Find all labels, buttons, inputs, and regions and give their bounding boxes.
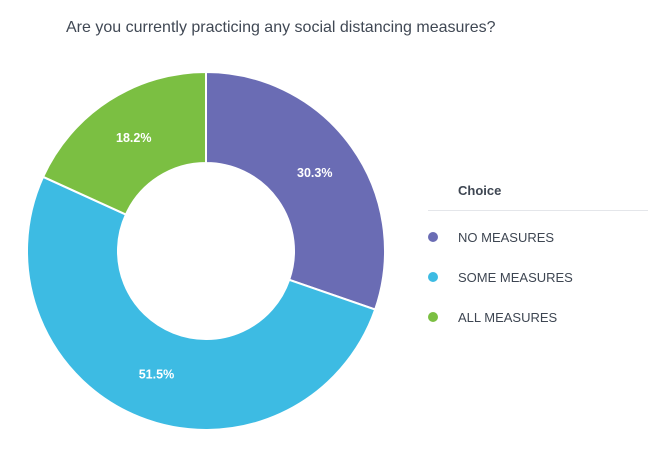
chart-title: Are you currently practicing any social … <box>66 19 496 36</box>
legend-title: Choice <box>458 183 502 198</box>
legend-label-some-measures: SOME MEASURES <box>458 269 573 285</box>
legend-dot-all-measures <box>428 312 438 322</box>
legend-dot-no-measures <box>428 232 438 242</box>
donut-slice-all-measures[interactable] <box>41 70 207 216</box>
donut-slice-no-measures[interactable] <box>205 70 386 311</box>
donut-slice-some-measures[interactable] <box>26 175 377 431</box>
legend-item-some-measures[interactable]: SOME MEASURES <box>428 257 648 297</box>
legend-label-no-measures: NO MEASURES <box>458 229 555 245</box>
slice-label-all-measures: 18.2% <box>116 131 151 145</box>
slice-label-no-measures: 30.3% <box>297 166 332 180</box>
legend-label-all-measures: ALL MEASURES <box>458 309 558 325</box>
legend-divider <box>428 210 648 211</box>
legend: Choice NO MEASURES SOME MEASURES ALL MEA… <box>428 180 648 337</box>
slice-label-some-measures: 51.5% <box>139 367 174 381</box>
legend-dot-some-measures <box>428 272 438 282</box>
legend-item-no-measures[interactable]: NO MEASURES <box>428 217 648 257</box>
legend-item-all-measures[interactable]: ALL MEASURES <box>428 297 648 337</box>
